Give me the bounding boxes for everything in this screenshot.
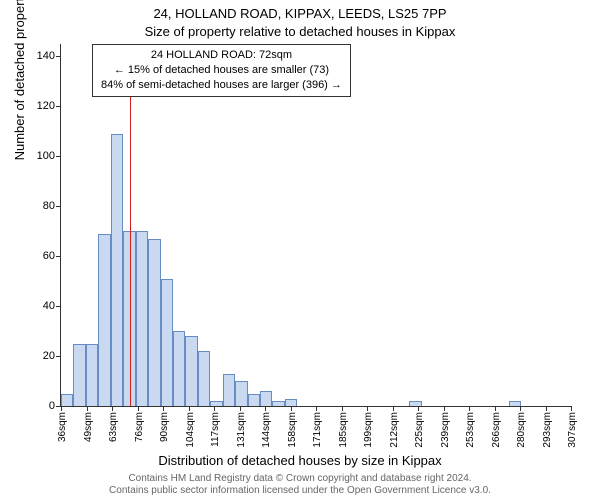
histogram-bar: [223, 374, 235, 406]
x-tick-mark: [469, 406, 470, 411]
x-tick-label: 185sqm: [338, 412, 349, 448]
footer-line2: Contains public sector information licen…: [0, 485, 600, 497]
x-tick-mark: [342, 406, 343, 411]
histogram-bar: [86, 344, 98, 406]
y-tick-label: 80: [43, 200, 55, 212]
y-tick-label: 0: [49, 400, 55, 412]
annotation-box: 24 HOLLAND ROAD: 72sqm ← 15% of detached…: [92, 44, 351, 97]
x-tick-label: 36sqm: [57, 412, 68, 442]
histogram-bar: [98, 234, 110, 406]
y-tick-label: 100: [37, 150, 55, 162]
annotation-line1: 24 HOLLAND ROAD: 72sqm: [101, 48, 342, 63]
histogram-bar: [409, 401, 421, 406]
y-tick-label: 40: [43, 300, 55, 312]
histogram-bar: [285, 399, 297, 406]
x-tick-mark: [546, 406, 547, 411]
x-axis-label: Distribution of detached houses by size …: [0, 453, 600, 468]
x-tick-mark: [189, 406, 190, 411]
histogram-bar: [198, 351, 210, 406]
x-tick-label: 199sqm: [363, 412, 374, 448]
x-tick-mark: [495, 406, 496, 411]
histogram-bar: [272, 401, 284, 406]
x-tick-label: 266sqm: [491, 412, 502, 448]
x-tick-label: 49sqm: [83, 412, 94, 442]
histogram-bar: [111, 134, 123, 406]
annotation-line3: 84% of semi-detached houses are larger (…: [101, 78, 342, 93]
x-tick-mark: [240, 406, 241, 411]
y-tick-label: 140: [37, 50, 55, 62]
x-tick-label: 63sqm: [108, 412, 119, 442]
x-tick-label: 171sqm: [312, 412, 323, 448]
y-tick-mark: [56, 256, 61, 257]
x-tick-label: 104sqm: [185, 412, 196, 448]
y-tick-label: 20: [43, 350, 55, 362]
marker-line: [130, 44, 131, 406]
chart-container: 24, HOLLAND ROAD, KIPPAX, LEEDS, LS25 7P…: [0, 0, 600, 500]
x-tick-label: 131sqm: [236, 412, 247, 448]
histogram-bar: [148, 239, 160, 406]
y-tick-mark: [56, 306, 61, 307]
annotation-line2: ← 15% of detached houses are smaller (73…: [101, 63, 342, 78]
histogram-bar: [248, 394, 260, 406]
chart-title-sub: Size of property relative to detached ho…: [0, 24, 600, 39]
histogram-bar: [136, 231, 148, 406]
chart-title-main: 24, HOLLAND ROAD, KIPPAX, LEEDS, LS25 7P…: [0, 6, 600, 21]
histogram-bar: [173, 331, 185, 406]
y-tick-label: 60: [43, 250, 55, 262]
x-tick-mark: [214, 406, 215, 411]
x-tick-mark: [112, 406, 113, 411]
x-tick-label: 293sqm: [542, 412, 553, 448]
x-tick-mark: [520, 406, 521, 411]
x-tick-label: 225sqm: [414, 412, 425, 448]
histogram-bar: [260, 391, 272, 406]
x-tick-mark: [393, 406, 394, 411]
x-tick-label: 280sqm: [516, 412, 527, 448]
plot-area: 02040608010012014036sqm49sqm63sqm76sqm90…: [60, 44, 571, 407]
histogram-bar: [73, 344, 85, 406]
y-tick-mark: [56, 56, 61, 57]
y-tick-mark: [56, 356, 61, 357]
x-tick-mark: [316, 406, 317, 411]
x-tick-mark: [138, 406, 139, 411]
x-tick-mark: [418, 406, 419, 411]
histogram-bar: [210, 401, 222, 406]
x-tick-mark: [571, 406, 572, 411]
x-tick-mark: [291, 406, 292, 411]
x-tick-label: 253sqm: [465, 412, 476, 448]
x-tick-mark: [367, 406, 368, 411]
histogram-bar: [235, 381, 247, 406]
histogram-bar: [161, 279, 173, 406]
y-tick-mark: [56, 106, 61, 107]
x-tick-mark: [87, 406, 88, 411]
y-tick-mark: [56, 206, 61, 207]
x-tick-mark: [265, 406, 266, 411]
x-tick-mark: [444, 406, 445, 411]
x-tick-label: 212sqm: [389, 412, 400, 448]
y-axis-label: Number of detached properties: [12, 0, 27, 160]
y-tick-label: 120: [37, 100, 55, 112]
x-tick-label: 158sqm: [287, 412, 298, 448]
histogram-bar: [61, 394, 73, 406]
x-tick-label: 90sqm: [159, 412, 170, 442]
x-tick-label: 144sqm: [261, 412, 272, 448]
x-tick-mark: [163, 406, 164, 411]
x-tick-mark: [61, 406, 62, 411]
footer: Contains HM Land Registry data © Crown c…: [0, 473, 600, 496]
x-tick-label: 239sqm: [440, 412, 451, 448]
x-tick-label: 76sqm: [134, 412, 145, 442]
x-tick-label: 117sqm: [210, 412, 221, 447]
footer-line1: Contains HM Land Registry data © Crown c…: [0, 473, 600, 485]
histogram-bar: [185, 336, 197, 406]
y-tick-mark: [56, 156, 61, 157]
x-tick-label: 307sqm: [567, 412, 578, 448]
